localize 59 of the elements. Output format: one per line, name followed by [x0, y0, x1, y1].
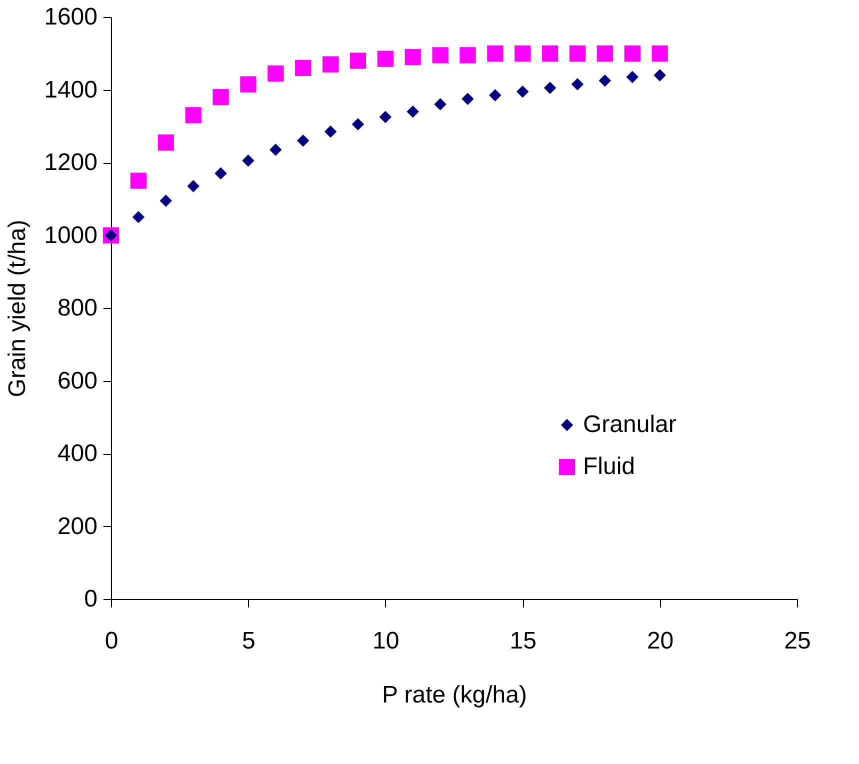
y-tick-label: 800	[57, 294, 98, 322]
point	[379, 110, 392, 124]
point	[377, 50, 394, 67]
y-tick-label: 1200	[44, 149, 98, 176]
point	[324, 125, 337, 138]
y-tick-label: 1000	[44, 222, 98, 249]
x-tick-label: 25	[784, 628, 811, 654]
point	[626, 70, 638, 84]
point	[654, 69, 666, 82]
point	[624, 45, 640, 62]
y-tick-label: 0	[84, 586, 98, 612]
y-tick-label: 1400	[44, 76, 98, 104]
point	[434, 98, 446, 110]
point	[214, 167, 227, 180]
point	[270, 144, 282, 156]
point	[185, 107, 202, 124]
point	[404, 48, 421, 66]
point	[462, 92, 474, 105]
point	[406, 105, 419, 118]
x-tick-label: 5	[242, 628, 256, 654]
point	[322, 56, 339, 72]
x-tick-label: 20	[646, 628, 674, 654]
point	[132, 210, 145, 224]
x-axis-title: P rate (kg/ha)	[382, 682, 527, 708]
point	[596, 45, 613, 62]
y-tick-label: 600	[57, 367, 98, 394]
legend-label: Fluid	[583, 453, 636, 480]
point	[296, 134, 310, 147]
x-tick-label: 0	[104, 628, 118, 654]
point	[542, 45, 558, 62]
point	[571, 78, 584, 90]
point	[350, 52, 366, 69]
y-axis-title: Grain yield (t/ha)	[4, 220, 32, 398]
y-tick-label: 1600	[44, 4, 98, 30]
point	[432, 47, 448, 64]
point	[652, 45, 668, 62]
point	[544, 82, 556, 94]
point	[489, 89, 502, 102]
x-tick-label: 10	[372, 628, 400, 654]
point	[352, 118, 364, 130]
legend-label: Granular	[583, 411, 676, 438]
y-tick-label: 200	[57, 512, 98, 540]
point	[487, 45, 504, 62]
point	[295, 60, 312, 76]
point	[130, 172, 147, 189]
point	[158, 134, 174, 151]
point	[268, 65, 284, 82]
point	[460, 47, 476, 64]
point	[160, 194, 172, 207]
point	[240, 76, 256, 92]
point	[598, 74, 612, 87]
point	[187, 180, 200, 192]
point	[516, 85, 529, 98]
point	[569, 45, 586, 62]
point	[242, 154, 254, 167]
point	[212, 88, 229, 106]
point	[514, 45, 531, 62]
y-tick-label: 400	[57, 440, 98, 467]
x-tick-label: 15	[510, 628, 536, 654]
